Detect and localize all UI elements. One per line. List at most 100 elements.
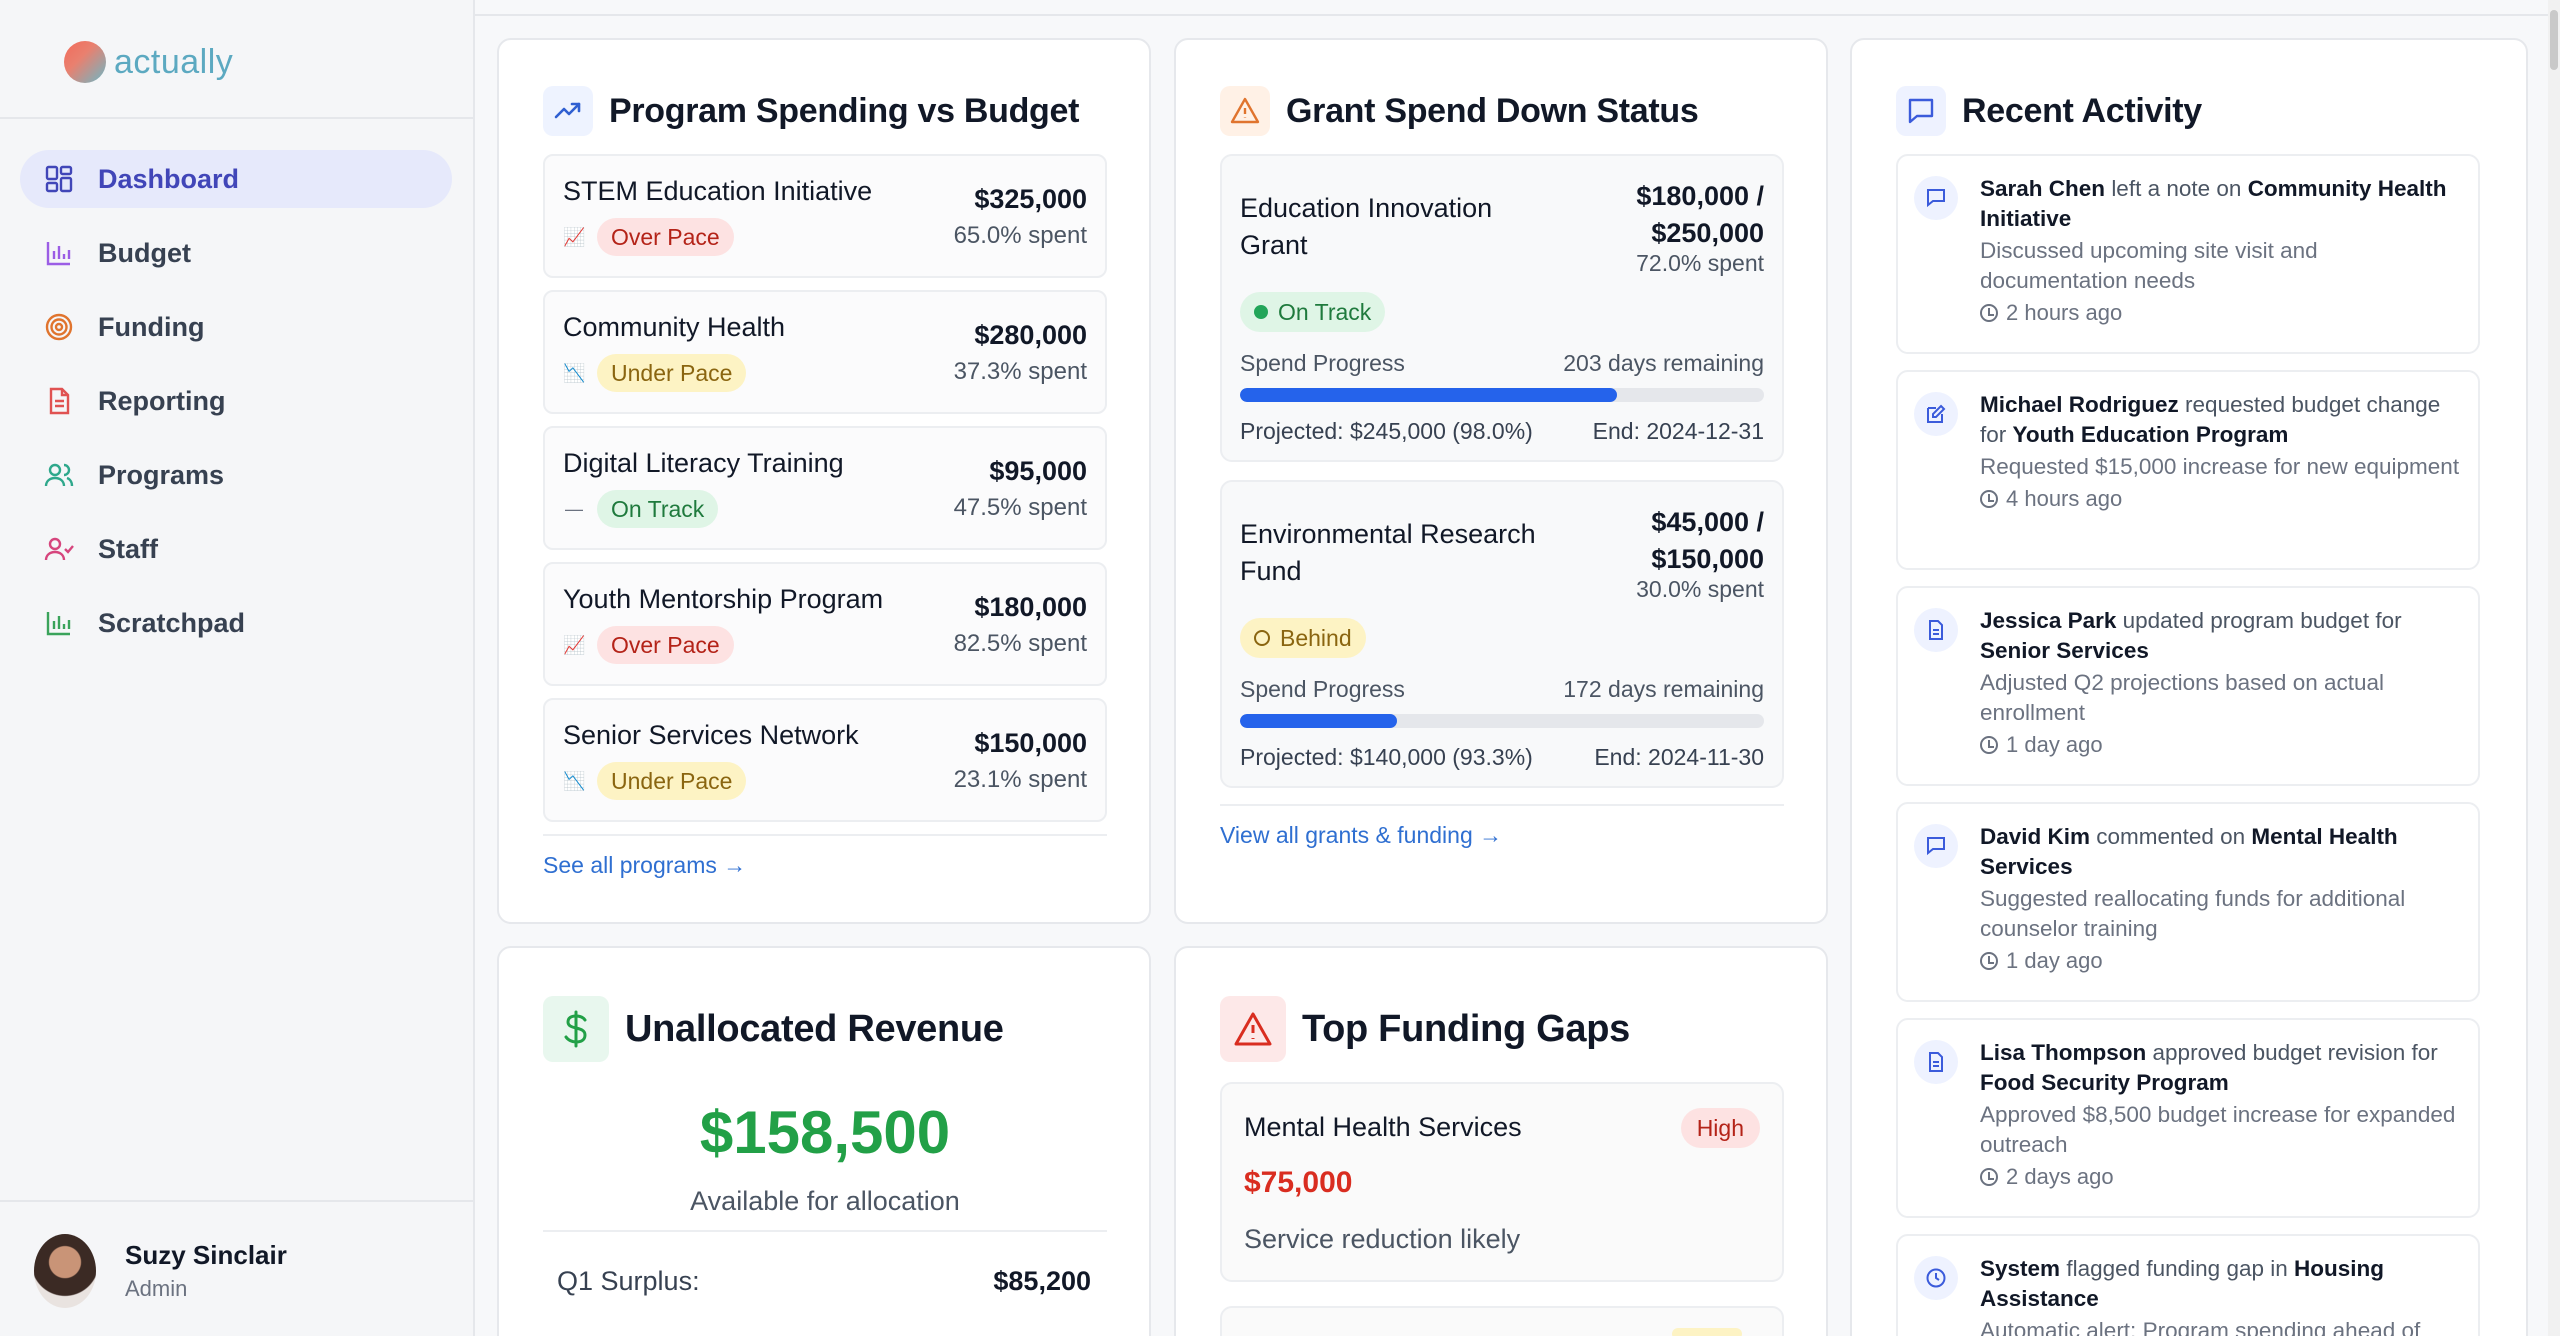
nav-item-programs[interactable]: Programs: [20, 446, 452, 504]
status-badge: Over Pace: [597, 626, 734, 664]
divider: [543, 834, 1107, 836]
bar-chart-icon: [44, 238, 74, 268]
activity-actor: System: [1980, 1256, 2061, 1281]
funding-gap-item[interactable]: [1220, 1306, 1784, 1336]
program-spent: 37.3% spent: [953, 358, 1087, 385]
activity-time-label: 2 days ago: [2006, 1164, 2114, 1189]
nav-item-budget[interactable]: Budget: [20, 224, 452, 282]
card-title: Top Funding Gaps: [1302, 1007, 1630, 1050]
trend-up-icon: 📈: [563, 227, 586, 247]
program-spent: 23.1% spent: [953, 766, 1087, 793]
nav-item-dashboard[interactable]: Dashboard: [20, 150, 452, 208]
program-item[interactable]: Senior Services Network 📉 Under Pace $15…: [543, 698, 1107, 822]
progress-fill: [1240, 388, 1618, 402]
nav-item-scratchpad[interactable]: Scratchpad: [20, 594, 452, 652]
warning-icon: [1220, 86, 1270, 136]
app-logo[interactable]: actually: [64, 40, 233, 84]
card-header: Top Funding Gaps: [1220, 996, 1630, 1062]
program-item[interactable]: Digital Literacy Training — On Track $95…: [543, 426, 1107, 550]
activity-target: Mental Health Services: [1980, 824, 2398, 879]
program-item[interactable]: Community Health 📉 Under Pace $280,000 3…: [543, 290, 1107, 414]
logo-text: actually: [114, 42, 234, 81]
program-status-row: 📈 Over Pace: [563, 626, 734, 664]
alert-triangle-icon: [1220, 996, 1286, 1062]
header-divider: [475, 14, 2550, 16]
program-status-row: 📉 Under Pace: [563, 762, 747, 800]
funding-gap-item[interactable]: Mental Health Services High $75,000 Serv…: [1220, 1082, 1784, 1282]
activity-actor: David Kim: [1980, 824, 2091, 849]
activity-time: 2 hours ago: [1980, 300, 2470, 326]
program-amount: $180,000: [974, 592, 1087, 622]
activity-headline: Jessica Park updated program budget for …: [1980, 606, 2470, 666]
nav-item-reporting[interactable]: Reporting: [20, 372, 452, 430]
program-amount: $150,000: [974, 728, 1087, 758]
clock-icon: [1980, 490, 1998, 508]
comment-icon: [1914, 824, 1958, 868]
activity-item[interactable]: David Kim commented on Mental Health Ser…: [1896, 802, 2480, 1002]
dollar-icon: [543, 996, 609, 1062]
grant-amount-spent: $45,000 /: [1651, 507, 1764, 537]
activity-headline: System flagged funding gap in Housing As…: [1980, 1254, 2470, 1314]
view-all-grants-link[interactable]: View all grants & funding →: [1220, 822, 1503, 848]
grant-name: Environmental Research Fund: [1240, 519, 1536, 586]
card-header: Grant Spend Down Status: [1220, 86, 1699, 136]
program-item[interactable]: Youth Mentorship Program 📈 Over Pace $18…: [543, 562, 1107, 686]
see-all-programs-link[interactable]: See all programs →: [543, 852, 747, 878]
document-icon: [44, 386, 74, 416]
grant-amount-total: $150,000: [1651, 544, 1764, 574]
grant-spent: 72.0% spent: [1636, 250, 1764, 276]
edit-icon: [1914, 392, 1958, 436]
activity-time: 1 day ago: [1980, 732, 2470, 758]
severity-badge: High: [1680, 1108, 1760, 1148]
status-badge: Under Pace: [597, 762, 747, 800]
program-name: Community Health: [563, 312, 786, 342]
activity-item[interactable]: Jessica Park updated program budget for …: [1896, 586, 2480, 786]
status-badge: Under Pace: [597, 354, 747, 392]
activity-item[interactable]: Sarah Chen left a note on Community Heal…: [1896, 154, 2480, 354]
trend-down-icon: 📉: [563, 771, 586, 791]
user-role: Admin: [125, 1276, 188, 1301]
scrollbar-thumb[interactable]: [2550, 10, 2558, 70]
trend-up-icon: 📈: [563, 635, 586, 655]
clock-icon: [1914, 1256, 1958, 1300]
card-title: Program Spending vs Budget: [609, 91, 1080, 130]
divider: [543, 1230, 1107, 1232]
clock-icon: [1980, 736, 1998, 754]
activity-item[interactable]: Michael Rodriguez requested budget chang…: [1896, 370, 2480, 570]
document-icon: [1914, 1040, 1958, 1084]
nav-label: Dashboard: [98, 163, 240, 194]
program-amount: $325,000: [974, 184, 1087, 214]
progress-bar: [1240, 714, 1764, 728]
trend-flat-icon: —: [565, 499, 583, 519]
scrollbar[interactable]: [2548, 0, 2560, 1336]
nav-label: Staff: [98, 533, 158, 564]
activity-body: Michael Rodriguez requested budget chang…: [1980, 390, 2470, 512]
activity-item[interactable]: Lisa Thompson approved budget revision f…: [1896, 1018, 2480, 1218]
nav-item-funding[interactable]: Funding: [20, 298, 452, 356]
program-name: Youth Mentorship Program: [563, 584, 884, 614]
grant-item[interactable]: Environmental Research Fund $45,000 / $1…: [1220, 480, 1784, 788]
nav-label: Budget: [98, 237, 191, 268]
card-title: Unallocated Revenue: [625, 1007, 1004, 1050]
nav-label: Programs: [98, 459, 225, 490]
activity-target: Community Health Initiative: [1980, 176, 2447, 231]
activity-headline: Sarah Chen left a note on Community Heal…: [1980, 174, 2470, 234]
progress-fill: [1240, 714, 1398, 728]
avatar: [34, 1234, 96, 1308]
end-date: End: 2024-11-30: [1594, 744, 1764, 770]
grant-item[interactable]: Education Innovation Grant $180,000 / $2…: [1220, 154, 1784, 462]
comment-icon: [1914, 176, 1958, 220]
grant-amount: $45,000 / $150,000: [1651, 504, 1764, 578]
program-item[interactable]: STEM Education Initiative 📈 Over Pace $3…: [543, 154, 1107, 278]
divider: [0, 117, 473, 119]
activity-body: Jessica Park updated program budget for …: [1980, 606, 2470, 758]
activity-body: Lisa Thompson approved budget revision f…: [1980, 1038, 2470, 1190]
activity-headline: Lisa Thompson approved budget revision f…: [1980, 1038, 2470, 1098]
activity-time: 1 day ago: [1980, 948, 2470, 974]
recent-activity-card: Recent Activity Sarah Chen left a note o…: [1850, 38, 2528, 1336]
activity-item[interactable]: System flagged funding gap in Housing As…: [1896, 1234, 2480, 1336]
trending-up-icon: [543, 86, 593, 136]
user-profile[interactable]: Suzy Sinclair Admin: [0, 1200, 473, 1336]
nav-item-staff[interactable]: Staff: [20, 520, 452, 578]
activity-actor: Sarah Chen: [1980, 176, 2106, 201]
